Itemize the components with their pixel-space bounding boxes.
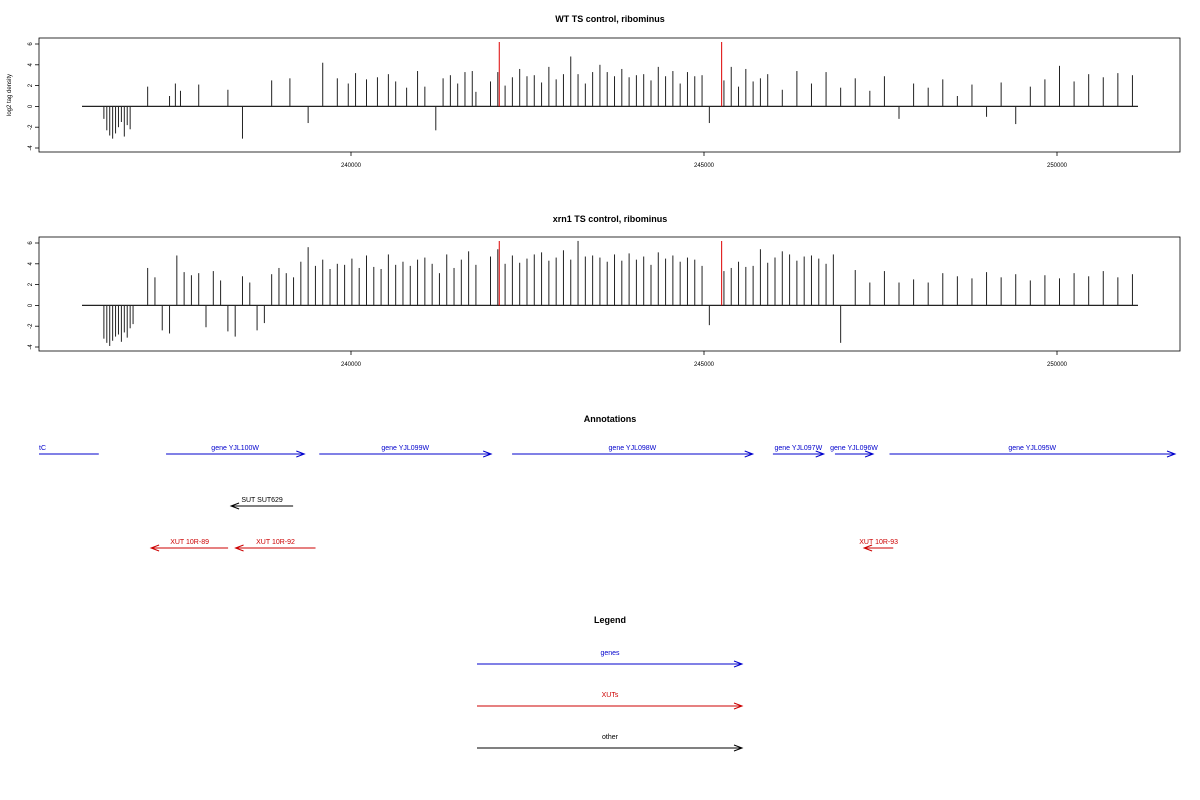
annotation-feature: XUT 10R-93 (859, 539, 898, 552)
arrowhead-left (234, 544, 244, 552)
legend-items: genes XUTs other (477, 650, 744, 752)
legend-panel: Legend genes XUTs other (477, 615, 744, 752)
feature-label: gene YJL099W (381, 445, 429, 452)
annotation-feature: tC (39, 445, 99, 455)
legend-label: XUTs (602, 692, 619, 699)
y-tick-label: 0 (28, 104, 34, 108)
y-tick-label: 6 (28, 241, 34, 245)
xrn1-bars (82, 240, 1138, 346)
feature-label: gene YJL096W (830, 445, 878, 452)
feature-label: gene YJL100W (211, 445, 259, 452)
legend-title: Legend (594, 615, 626, 625)
y-tick-label: 4 (28, 62, 34, 66)
arrowhead-right (1166, 450, 1177, 458)
annotation-feature: gene YJL097W (772, 445, 826, 458)
x-tick-label: 250000 (1047, 362, 1068, 368)
legend-entry: other (477, 734, 744, 752)
feature-label: XUT 10R-89 (170, 539, 209, 546)
wt-markers (498, 42, 723, 107)
annotation-feature: XUT 10R-92 (234, 539, 316, 552)
wt-y-axis: 6 4 2 0 -2 -4 (28, 42, 39, 151)
wt-ylabel: log2 tag density (7, 74, 13, 116)
arrowhead-left (229, 502, 240, 510)
wt-track-title: WT TS control, ribominus (555, 14, 665, 24)
xrn1-track-panel: xrn1 TS control, ribominus 6 4 2 0 -2 -4 2400… (28, 214, 1181, 368)
annotation-feature: SUT SUT629 (229, 497, 294, 510)
x-tick-label: 250000 (1047, 163, 1068, 169)
annotation-feature: gene YJL098W (512, 445, 755, 458)
y-tick-label: 4 (28, 261, 34, 265)
legend-arrowhead (733, 702, 744, 710)
arrowhead-right (482, 450, 493, 458)
arrowhead-left (149, 544, 160, 552)
arrowhead-right (296, 450, 306, 458)
y-tick-label: -4 (28, 145, 34, 151)
annotations-title: Annotations (584, 414, 637, 424)
xrn1-markers (498, 241, 723, 306)
feature-label: gene YJL095W (1008, 445, 1056, 452)
feature-label: gene YJL098W (609, 445, 657, 452)
xrn1-x-axis: 240000 245000 250000 (341, 351, 1068, 368)
legend-label: other (602, 734, 619, 741)
legend-entry: genes (477, 650, 744, 668)
feature-label: XUT 10R-92 (256, 539, 295, 546)
annotation-items: tC gene YJL100W gene YJL099W gene YJL098W ge… (39, 445, 1177, 552)
arrowhead-right (864, 450, 875, 458)
wt-x-axis: 240000 245000 250000 (341, 152, 1068, 169)
x-tick-label: 240000 (341, 163, 362, 169)
y-tick-label: -4 (28, 344, 34, 350)
x-tick-label: 245000 (694, 163, 715, 169)
y-tick-label: -2 (28, 124, 34, 130)
x-tick-label: 245000 (694, 362, 715, 368)
annotation-feature: gene YJL100W (166, 445, 306, 458)
annotation-feature: gene YJL096W (830, 445, 878, 458)
legend-entry: XUTs (477, 692, 744, 710)
xrn1-plot-frame (38, 236, 1181, 352)
y-tick-label: -2 (28, 323, 34, 329)
feature-label: XUT 10R-93 (859, 539, 898, 546)
annotation-feature: gene YJL095W (889, 445, 1177, 458)
wt-plot-frame (38, 37, 1181, 153)
feature-label: tC (39, 445, 46, 452)
arrowhead-left (862, 544, 873, 552)
annotation-feature: XUT 10R-89 (149, 539, 229, 552)
feature-label: gene YJL097W (774, 445, 822, 452)
wt-track-panel: WT TS control, ribominus log2 tag densit… (7, 14, 1181, 169)
feature-label: SUT SUT629 (241, 497, 283, 504)
legend-arrowhead (733, 660, 744, 668)
wt-bars (82, 56, 1138, 139)
annotations-panel: Annotations tC gene YJL100W gene YJL099W ge… (39, 414, 1177, 552)
xrn1-y-axis: 6 4 2 0 -2 -4 (28, 241, 39, 350)
arrowhead-right (744, 450, 755, 458)
arrowhead-right (815, 450, 826, 458)
y-tick-label: 2 (28, 83, 34, 87)
y-tick-label: 0 (28, 303, 34, 307)
y-tick-label: 2 (28, 282, 34, 286)
x-tick-label: 240000 (341, 362, 362, 368)
legend-label: genes (600, 650, 620, 657)
annotation-feature: gene YJL099W (319, 445, 493, 458)
xrn1-track-title: xrn1 TS control, ribominus (553, 214, 668, 224)
legend-arrowhead (733, 744, 744, 752)
y-tick-label: 6 (28, 42, 34, 46)
